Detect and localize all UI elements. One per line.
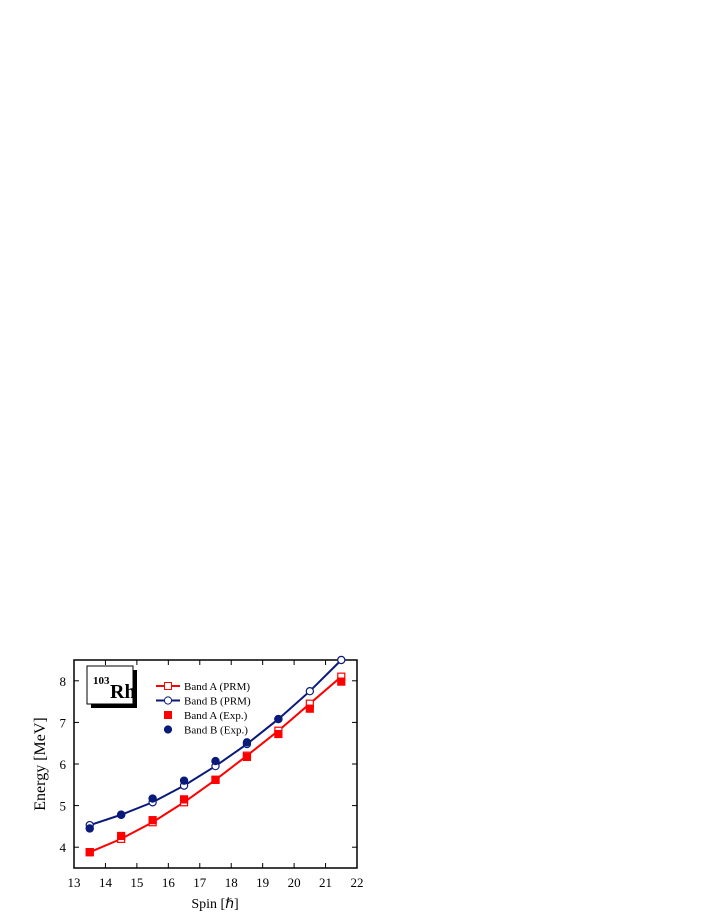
y-tick-label: 5	[60, 799, 67, 814]
legend-label: Band B (Exp.)	[184, 725, 248, 737]
legend-marker	[164, 682, 172, 690]
x-tick-label: 14	[99, 875, 113, 890]
marker	[116, 810, 126, 819]
marker	[305, 704, 314, 713]
marker	[274, 729, 283, 739]
inset-text: Rh	[110, 681, 136, 703]
legend-label: Band B (PRM)	[184, 696, 251, 708]
x-tick-label: 17	[193, 875, 207, 890]
x-tick-label: 20	[288, 875, 301, 890]
x-tick-label: 21	[319, 875, 332, 890]
x-tick-label: 16	[162, 875, 176, 890]
legend-label: Band A (Exp.)	[184, 710, 248, 722]
inset-box	[86, 665, 134, 705]
x-tick-label: 22	[351, 875, 364, 890]
y-tick-label: 4	[60, 840, 67, 855]
x-tick-label: 15	[130, 875, 143, 890]
inset-superscript: 103	[93, 675, 110, 687]
legend-marker	[164, 711, 172, 719]
y-tick-label: 6	[60, 757, 67, 772]
marker	[305, 687, 315, 696]
marker	[179, 776, 189, 785]
x-tick-label: 13	[68, 875, 81, 890]
marker	[85, 848, 94, 857]
marker	[242, 738, 252, 747]
legend-marker	[163, 696, 173, 705]
x-axis-label: Spin [ℏ]	[191, 897, 238, 912]
marker	[337, 677, 346, 686]
y-axis-label: Energy [MeV]	[32, 717, 49, 810]
y-tick-label: 8	[60, 674, 67, 689]
marker	[242, 752, 252, 762]
marker	[211, 775, 220, 784]
marker	[211, 756, 220, 766]
marker	[337, 655, 346, 665]
legend-marker	[163, 725, 173, 734]
y-tick-label: 7	[60, 715, 67, 730]
marker	[274, 714, 283, 724]
x-tick-label: 19	[256, 875, 269, 890]
marker	[179, 795, 189, 804]
legend-label: Band A (PRM)	[184, 681, 250, 693]
marker	[85, 824, 94, 833]
marker	[117, 831, 126, 841]
marker	[148, 794, 157, 803]
x-tick-label: 18	[225, 875, 238, 890]
marker	[148, 816, 157, 825]
